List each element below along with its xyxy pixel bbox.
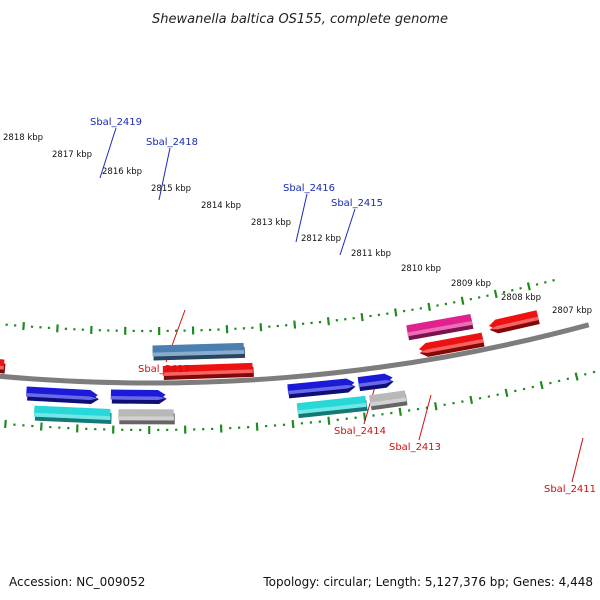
gene-feature-sbal-2415 [369,390,408,411]
tick-dot [592,370,596,374]
tick-label: 2818 kbp [3,133,43,143]
gene-feature-sbal-2414 [406,314,474,341]
tick-dot [549,381,552,385]
gene-feature-sbal-2419 [33,405,112,425]
gene-label-sbal-2415[interactable]: Sbal_2415 [331,198,383,209]
gene-feature-sbal-2416 [296,395,368,419]
tick-label: 2817 kbp [52,150,92,160]
tick-mark [4,419,7,429]
gene-label-sbal-2417[interactable]: Sbal_2417 [138,364,190,375]
tick-labels: 2818 kbp 2817 kbp 2816 kbp 2815 kbp 2814 kbp… [3,133,592,316]
gene-label-connector [339,208,356,256]
tick-mark [526,282,531,291]
gene-feature [0,359,6,374]
gene-label-connector [418,394,432,441]
gene-feature-sbal-2418 [118,409,175,425]
tick-mark [327,416,331,425]
genome-title: Shewanella baltica OS155, complete genom… [152,12,448,27]
tick-mark [539,380,544,390]
tick-label: 2811 kbp [351,249,391,259]
tick-label: 2810 kbp [401,264,441,274]
topology-text: Topology: circular; Length: 5,127,376 bp… [263,575,593,589]
gene-feature [357,373,394,392]
tick-track-inner [5,278,555,335]
gene-feature-sbal-2413 [488,310,540,334]
tick-label: 2812 kbp [301,234,341,244]
tick-dot [566,377,570,381]
tick-dot [583,372,587,376]
gene-label-sbal-2416[interactable]: Sbal_2416 [283,183,335,194]
gene-label-sbal-2411[interactable]: Sbal_2411 [544,484,596,495]
tick-mark [360,313,364,322]
tick-label: 2813 kbp [251,218,291,228]
tick-mark [574,372,579,381]
genome-backbone [0,322,590,386]
gene-label-connector [571,437,584,483]
tick-mark [394,308,398,317]
tick-label: 2809 kbp [451,279,491,289]
tick-mark [427,302,431,312]
tick-mark [460,296,465,305]
gene-feature [418,332,485,357]
tick-mark [434,402,438,411]
gene-label-sbal-2419[interactable]: Sbal_2419 [90,117,142,128]
tick-label: 2808 kbp [501,293,541,303]
gene-label-connector [158,147,171,201]
tick-mark [398,407,402,416]
tick-dot [552,278,555,282]
tick-label: 2807 kbp [552,306,592,316]
tick-label: 2814 kbp [201,201,241,211]
tick-mark [469,395,474,405]
tick-label: 2816 kbp [102,167,142,177]
tick-mark [291,420,295,429]
gene-label-sbal-2413[interactable]: Sbal_2413 [389,442,441,453]
gene-label-sbal-2418[interactable]: Sbal_2418 [146,137,198,148]
gene-labels: Sbal_2419 Sbal_2418 Sbal_2417 Sbal_2416 Sbal… [90,117,596,495]
gene-label-sbal-2414[interactable]: Sbal_2414 [334,426,386,437]
gene-feature [26,386,99,404]
tick-mark [493,289,498,299]
tick-mark [326,317,330,326]
gene-features [0,310,540,425]
tick-mark [22,322,25,331]
tick-dot [543,281,547,284]
tick-mark [39,422,43,431]
gene-feature [162,362,254,380]
tick-mark [259,323,263,332]
accession-text: Accession: NC_009052 [9,575,146,589]
gene-label-connector [99,127,117,179]
tick-dot [535,283,539,286]
gene-feature [287,378,356,399]
tick-label: 2815 kbp [151,184,191,194]
gene-label-connector [295,193,308,243]
tick-mark [504,388,509,398]
tick-track-outer [4,370,596,435]
tick-mark [293,320,297,329]
tick-dot [557,379,561,383]
gene-feature-sbal-2417 [152,342,246,361]
gene-feature [110,389,167,404]
